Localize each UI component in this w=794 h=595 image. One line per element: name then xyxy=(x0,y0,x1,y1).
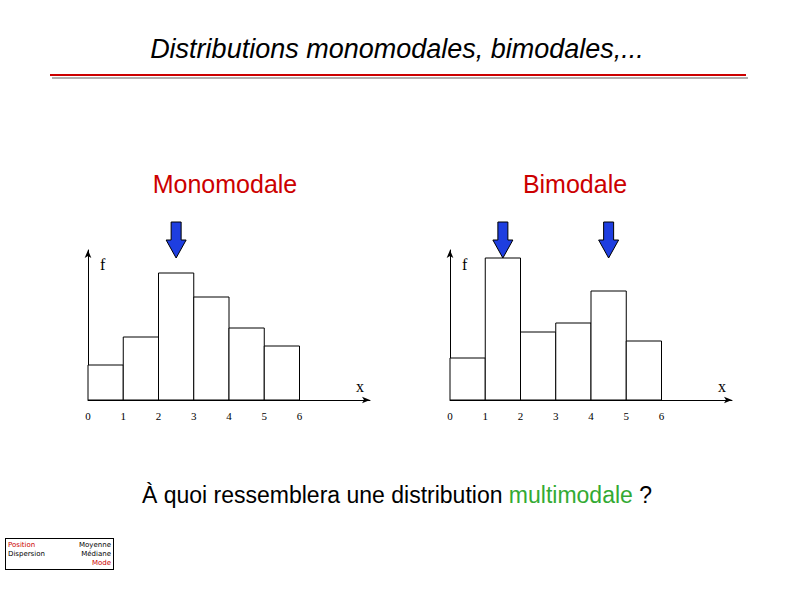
svg-text:x: x xyxy=(356,378,364,395)
html-text:Médiane: Médiane xyxy=(81,550,111,558)
svg-text:0: 0 xyxy=(85,410,91,422)
svg-text:2: 2 xyxy=(156,410,162,422)
html-text:Mode: Mode xyxy=(91,559,111,567)
html-text:Moyenne: Moyenne xyxy=(79,541,111,549)
html-text:À quoi ressemblera une distrib: À quoi ressemblera une distribution mult… xyxy=(141,482,652,508)
svg-text:4: 4 xyxy=(588,410,594,422)
svg-text:1: 1 xyxy=(483,410,489,422)
svg-text:2: 2 xyxy=(518,410,524,422)
html-text:Position: Position xyxy=(8,541,36,549)
svg-text:f: f xyxy=(462,256,468,273)
html-text:Dispersion: Dispersion xyxy=(8,550,45,558)
svg-text:f: f xyxy=(100,256,106,273)
svg-text:3: 3 xyxy=(553,410,559,422)
svg-text:5: 5 xyxy=(624,410,630,422)
svg-text:x: x xyxy=(718,378,726,395)
svg-text:6: 6 xyxy=(659,410,665,422)
html-text:Bimodale: Bimodale xyxy=(522,170,628,198)
svg-text:6: 6 xyxy=(297,410,303,422)
svg-text:3: 3 xyxy=(191,410,197,422)
svg-text:1: 1 xyxy=(121,410,127,422)
svg-text:0: 0 xyxy=(447,410,453,422)
html-text:Distributions monomodales, bim: Distributions monomodales, bimodales,... xyxy=(150,34,644,64)
svg-text:4: 4 xyxy=(226,410,232,422)
svg-text:5: 5 xyxy=(262,410,268,422)
html-text:Monomodale: Monomodale xyxy=(152,170,298,198)
